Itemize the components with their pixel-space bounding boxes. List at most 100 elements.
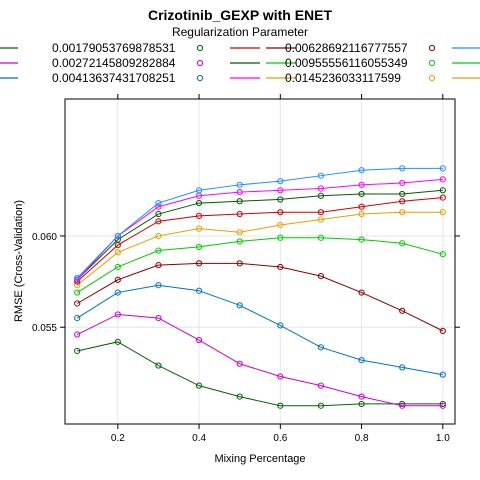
- series-line: [76, 211, 443, 286]
- data-point: [277, 402, 284, 409]
- data-point: [114, 263, 121, 271]
- legend-point-swatch: [428, 44, 436, 52]
- legend-label: 0.00955556116055349: [285, 56, 408, 70]
- series-6: [74, 209, 446, 289]
- data-point: [74, 300, 81, 307]
- legend-label: 0.00413637431708251: [52, 71, 176, 85]
- data-point: [358, 167, 365, 174]
- data-point: [439, 402, 446, 409]
- data-point: [74, 274, 81, 282]
- data-point: [195, 199, 203, 207]
- data-point: [155, 362, 162, 369]
- legend-point-swatch: [196, 44, 204, 52]
- data-point: [155, 210, 162, 218]
- data-point: [317, 172, 325, 179]
- data-point: [155, 247, 162, 254]
- data-point: [317, 382, 325, 389]
- series-10: [74, 165, 446, 282]
- data-point: [114, 232, 121, 240]
- series-9: [74, 176, 446, 283]
- x-tick-label: 0.4: [192, 433, 206, 444]
- data-point: [74, 347, 81, 355]
- y-axis-label: RMSE (Cross-Validation): [13, 200, 25, 322]
- data-point: [439, 165, 446, 172]
- data-point: [236, 393, 243, 400]
- data-point: [317, 216, 325, 223]
- series-line: [76, 313, 443, 407]
- data-point: [277, 234, 284, 241]
- legend-entry: 0.00272145809282884: [0, 56, 260, 70]
- data-point: [399, 165, 406, 172]
- data-point: [358, 400, 365, 408]
- data-point: [155, 199, 162, 207]
- series-line: [76, 178, 443, 281]
- data-point: [439, 176, 446, 183]
- plot-frame: [64, 98, 456, 425]
- data-point: [277, 196, 284, 203]
- series-4: [74, 260, 446, 334]
- data-point: [236, 360, 243, 367]
- legend-label: 0.00179053769878531: [52, 41, 176, 55]
- data-point: [195, 187, 203, 194]
- data-point: [439, 194, 446, 201]
- series-group: [74, 165, 446, 409]
- data-point: [195, 287, 203, 294]
- data-point: [114, 236, 121, 243]
- data-point: [277, 263, 284, 271]
- data-point: [277, 178, 284, 185]
- x-tick-label: 0.6: [273, 433, 287, 444]
- data-point: [114, 249, 121, 256]
- legend-entry: 0.00628692116777557: [266, 41, 480, 55]
- data-point: [74, 315, 81, 322]
- data-point: [399, 198, 406, 205]
- data-point: [236, 198, 243, 205]
- data-point: [317, 192, 325, 199]
- data-point: [399, 179, 406, 187]
- data-point: [195, 260, 203, 267]
- x-tick-label: 1.0: [436, 433, 450, 444]
- data-point: [358, 289, 365, 296]
- legend-label: 0.00272145809282884: [52, 56, 176, 70]
- data-point: [317, 234, 325, 241]
- legend-entry: 0.00179053769878531: [0, 41, 260, 55]
- data-point: [317, 185, 325, 192]
- data-point: [277, 373, 284, 380]
- data-point: [358, 203, 365, 210]
- data-point: [439, 251, 446, 258]
- data-point: [195, 225, 203, 232]
- data-point: [114, 289, 121, 296]
- data-point: [195, 336, 203, 344]
- series-line: [76, 237, 443, 293]
- legend-point-swatch: [196, 59, 204, 67]
- data-point: [399, 190, 406, 198]
- legend: 0.001790537698785310.002721458092828840.…: [0, 41, 480, 85]
- series-line: [77, 341, 443, 407]
- legend-title: Regularization Parameter: [172, 25, 308, 39]
- data-point: [358, 210, 365, 218]
- data-point: [236, 302, 243, 309]
- data-point: [317, 402, 325, 409]
- data-point: [358, 190, 365, 198]
- data-point: [317, 273, 325, 280]
- data-point: [236, 229, 243, 236]
- data-point: [74, 289, 81, 296]
- grid: [65, 99, 455, 424]
- data-point: [439, 371, 446, 378]
- data-point: [74, 278, 81, 285]
- data-point: [439, 327, 446, 334]
- y-tick-label: 0.060: [32, 232, 57, 243]
- data-point: [236, 238, 243, 245]
- x-tick-label: 0.8: [355, 433, 369, 444]
- data-point: [399, 402, 406, 409]
- legend-entry: 0.0145236033117599: [266, 71, 480, 85]
- series-2: [74, 311, 446, 409]
- data-point: [114, 338, 121, 345]
- data-point: [114, 276, 121, 283]
- data-point: [236, 260, 243, 267]
- legend-label: 0.00628692116777557: [285, 41, 408, 55]
- series-line: [76, 284, 443, 376]
- data-point: [399, 307, 406, 314]
- data-point: [317, 344, 325, 351]
- x-axis-label: Mixing Percentage: [214, 453, 305, 465]
